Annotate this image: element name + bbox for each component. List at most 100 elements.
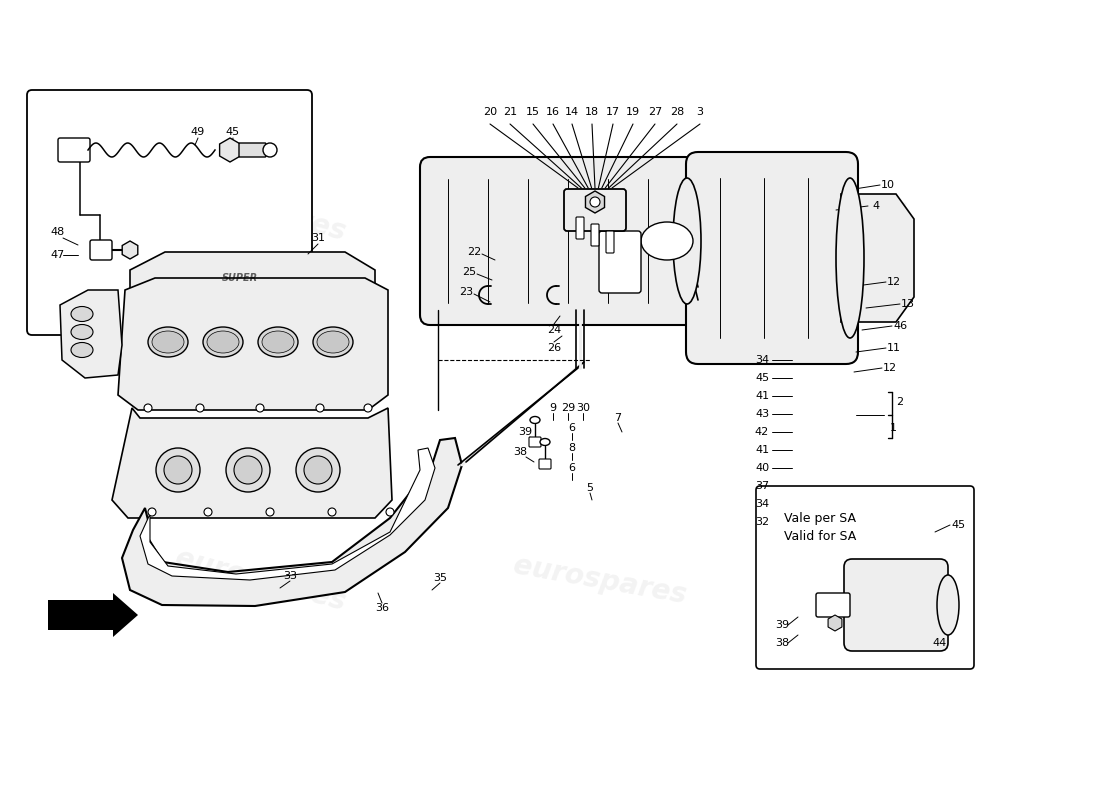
Circle shape bbox=[263, 143, 277, 157]
Text: eurospares: eurospares bbox=[733, 196, 908, 224]
Text: 5: 5 bbox=[586, 483, 594, 493]
Polygon shape bbox=[585, 191, 605, 213]
Text: 39: 39 bbox=[518, 427, 532, 437]
Circle shape bbox=[304, 456, 332, 484]
Circle shape bbox=[256, 404, 264, 412]
Text: 17: 17 bbox=[606, 107, 620, 117]
Ellipse shape bbox=[207, 331, 239, 353]
Circle shape bbox=[196, 404, 204, 412]
FancyBboxPatch shape bbox=[756, 486, 974, 669]
Text: 2: 2 bbox=[896, 397, 903, 407]
Text: 45: 45 bbox=[755, 373, 769, 383]
Ellipse shape bbox=[540, 438, 550, 446]
Text: 14: 14 bbox=[565, 107, 579, 117]
Ellipse shape bbox=[258, 327, 298, 357]
Text: 39: 39 bbox=[774, 620, 789, 630]
Text: 28: 28 bbox=[670, 107, 684, 117]
Text: 26: 26 bbox=[547, 343, 561, 353]
Ellipse shape bbox=[673, 178, 701, 304]
Text: 41: 41 bbox=[755, 391, 769, 401]
Ellipse shape bbox=[641, 222, 693, 260]
Text: 7: 7 bbox=[615, 413, 622, 423]
Text: 33: 33 bbox=[283, 571, 297, 581]
FancyBboxPatch shape bbox=[28, 90, 312, 335]
Circle shape bbox=[164, 456, 192, 484]
Circle shape bbox=[386, 508, 394, 516]
Polygon shape bbox=[140, 448, 434, 580]
Polygon shape bbox=[828, 615, 842, 631]
Text: 31: 31 bbox=[311, 233, 324, 243]
Circle shape bbox=[226, 448, 270, 492]
Text: 20: 20 bbox=[483, 107, 497, 117]
Text: eurospares: eurospares bbox=[512, 184, 689, 236]
FancyBboxPatch shape bbox=[58, 138, 90, 162]
Text: eurospares: eurospares bbox=[172, 174, 349, 246]
Circle shape bbox=[144, 404, 152, 412]
Text: 12: 12 bbox=[883, 363, 898, 373]
Polygon shape bbox=[220, 138, 241, 162]
Text: 13: 13 bbox=[901, 299, 915, 309]
Circle shape bbox=[364, 404, 372, 412]
Text: 10: 10 bbox=[881, 180, 895, 190]
Text: 44: 44 bbox=[933, 638, 947, 648]
FancyBboxPatch shape bbox=[564, 189, 626, 231]
FancyBboxPatch shape bbox=[420, 157, 695, 325]
Circle shape bbox=[328, 508, 336, 516]
Text: 27: 27 bbox=[648, 107, 662, 117]
FancyBboxPatch shape bbox=[816, 593, 850, 617]
FancyBboxPatch shape bbox=[686, 152, 858, 364]
Ellipse shape bbox=[72, 306, 94, 322]
Text: 12: 12 bbox=[887, 277, 901, 287]
Ellipse shape bbox=[152, 331, 184, 353]
Text: 19: 19 bbox=[626, 107, 640, 117]
FancyBboxPatch shape bbox=[539, 459, 551, 469]
FancyBboxPatch shape bbox=[591, 224, 600, 246]
Text: 32: 32 bbox=[755, 517, 769, 527]
Text: 35: 35 bbox=[433, 573, 447, 583]
Text: 16: 16 bbox=[546, 107, 560, 117]
Polygon shape bbox=[112, 408, 392, 518]
Ellipse shape bbox=[317, 331, 349, 353]
Text: 18: 18 bbox=[585, 107, 600, 117]
Circle shape bbox=[204, 508, 212, 516]
Text: 6: 6 bbox=[569, 423, 575, 433]
Text: 37: 37 bbox=[755, 481, 769, 491]
FancyBboxPatch shape bbox=[844, 559, 948, 651]
Text: 46: 46 bbox=[893, 321, 907, 331]
Polygon shape bbox=[118, 278, 388, 410]
Text: 45: 45 bbox=[950, 520, 965, 530]
Text: 36: 36 bbox=[375, 603, 389, 613]
Polygon shape bbox=[130, 252, 375, 300]
Text: 3: 3 bbox=[696, 107, 704, 117]
Text: 8: 8 bbox=[569, 443, 575, 453]
Ellipse shape bbox=[836, 178, 864, 338]
FancyBboxPatch shape bbox=[600, 231, 641, 293]
Text: 34: 34 bbox=[755, 499, 769, 509]
Text: 24: 24 bbox=[547, 325, 561, 335]
Circle shape bbox=[266, 508, 274, 516]
Ellipse shape bbox=[314, 327, 353, 357]
Circle shape bbox=[148, 508, 156, 516]
Text: 21: 21 bbox=[503, 107, 517, 117]
Ellipse shape bbox=[262, 331, 294, 353]
FancyBboxPatch shape bbox=[606, 231, 614, 253]
FancyBboxPatch shape bbox=[239, 143, 266, 157]
Ellipse shape bbox=[72, 325, 94, 339]
FancyBboxPatch shape bbox=[90, 240, 112, 260]
Text: 22: 22 bbox=[466, 247, 481, 257]
Polygon shape bbox=[122, 241, 138, 259]
Polygon shape bbox=[122, 438, 462, 606]
Circle shape bbox=[156, 448, 200, 492]
Text: 34: 34 bbox=[755, 355, 769, 365]
Circle shape bbox=[316, 404, 324, 412]
Text: eurospares: eurospares bbox=[172, 544, 349, 616]
Text: 6: 6 bbox=[569, 463, 575, 473]
Circle shape bbox=[234, 456, 262, 484]
Text: 29: 29 bbox=[561, 403, 575, 413]
Text: 40: 40 bbox=[755, 463, 769, 473]
Text: Vale per SA: Vale per SA bbox=[784, 512, 856, 525]
FancyBboxPatch shape bbox=[576, 217, 584, 239]
Ellipse shape bbox=[937, 575, 959, 635]
Text: 25: 25 bbox=[462, 267, 476, 277]
Text: 41: 41 bbox=[755, 445, 769, 455]
